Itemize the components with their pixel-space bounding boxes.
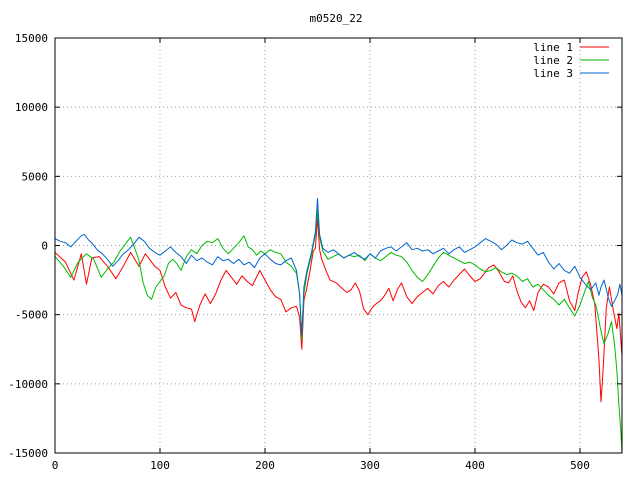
legend-label-2: line 2 <box>533 54 573 67</box>
series-line-3 <box>54 198 623 336</box>
x-tick-label: 200 <box>255 459 275 472</box>
y-tick-label: 5000 <box>22 170 49 183</box>
x-tick-label: 400 <box>465 459 485 472</box>
y-tick-label: 10000 <box>15 101 48 114</box>
grid-lines <box>55 38 622 453</box>
x-tick-label: 500 <box>570 459 590 472</box>
series-lines <box>54 198 623 454</box>
y-tick-label: 15000 <box>15 32 48 45</box>
legend-label-3: line 3 <box>533 67 573 80</box>
plot-frame <box>54 37 623 454</box>
chart-title: m0520_22 <box>310 12 363 25</box>
x-tick-label: 0 <box>52 459 59 472</box>
y-tick-label: -5000 <box>15 309 48 322</box>
y-tick-label: -10000 <box>8 378 48 391</box>
series-line-1 <box>54 217 623 403</box>
x-tick-label: 300 <box>360 459 380 472</box>
y-tick-label: -15000 <box>8 447 48 460</box>
x-tick-label: 100 <box>150 459 170 472</box>
series-line-2 <box>54 209 623 454</box>
y-tick-label: 0 <box>41 240 48 253</box>
legend-label-1: line 1 <box>533 41 573 54</box>
axis-ticks: 0 100 200 300 400 500 -15000 -10000 -5000 0 5000 10… <box>8 32 622 472</box>
